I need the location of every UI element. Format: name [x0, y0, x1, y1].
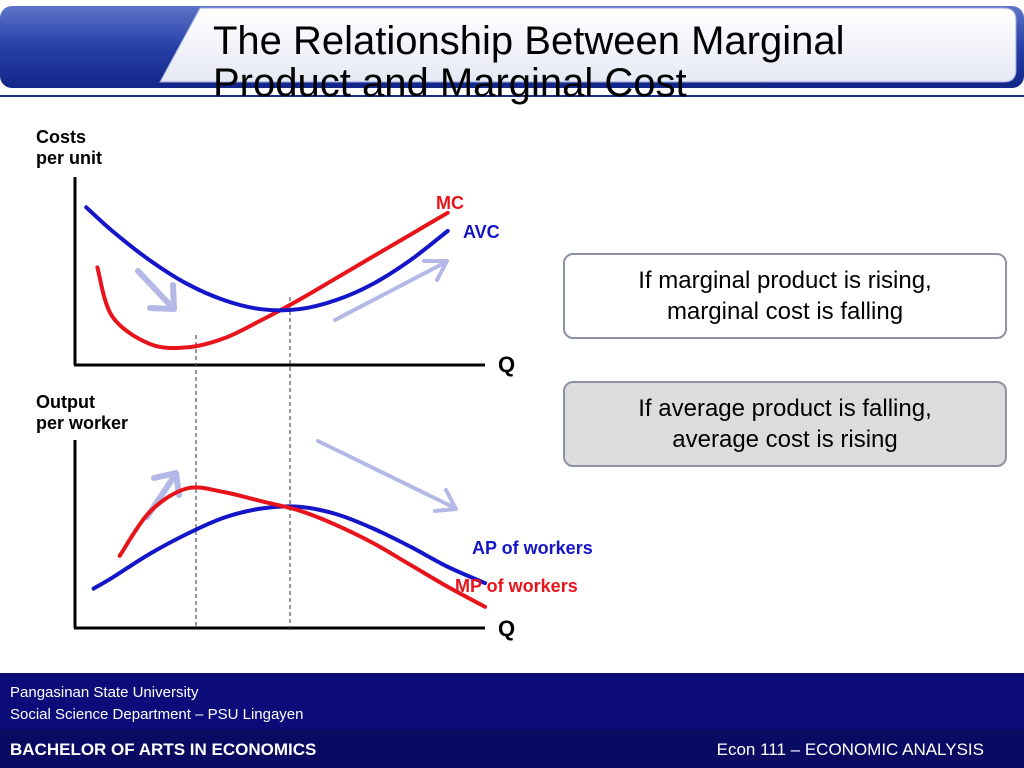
footer-department: Social Science Department – PSU Lingayen — [10, 706, 304, 723]
cost-chart-xlabel: Q — [498, 352, 515, 377]
arrow-up-right-icon — [333, 259, 449, 322]
avc-curve — [84, 205, 450, 313]
mc-label: MC — [436, 193, 464, 213]
arrow-down-right-long-icon — [316, 439, 458, 513]
avc-label: AVC — [463, 222, 500, 242]
callout-mp-line1: If marginal product is rising, — [638, 267, 932, 294]
callout-mp-rising: If marginal product is rising, marginal … — [563, 253, 1007, 339]
footer: Pangasinan State University Social Scien… — [0, 673, 1024, 768]
mc-curve — [95, 210, 450, 351]
footer-program: BACHELOR OF ARTS IN ECONOMICS — [10, 740, 317, 759]
slide-title-line2: Product and Marginal Cost — [213, 61, 687, 105]
slide-title: The Relationship Between Marginal Produc… — [213, 20, 1003, 104]
header-banner — [0, 6, 1024, 97]
mp-curve — [117, 485, 487, 609]
mp-label: MP of workers — [455, 576, 578, 596]
footer-course: Econ 111 – ECONOMIC ANALYSIS — [716, 740, 984, 759]
callout-ap-line2: average cost is rising — [672, 426, 898, 453]
ap-label: AP of workers — [472, 538, 593, 558]
footer-university: Pangasinan State University — [10, 684, 199, 701]
charts-svg: Q Q MC AVC AP of workers MP of workers — [73, 177, 593, 641]
slide-title-line1: The Relationship Between Marginal — [213, 19, 845, 63]
cost-chart-ylabel: Costs per unit — [36, 127, 102, 168]
output-chart-xlabel: Q — [498, 616, 515, 641]
arrow-down-right-icon — [135, 268, 177, 312]
callout-mp-line2: marginal cost is falling — [666, 298, 904, 325]
callout-ap-line1: If average product is falling, — [638, 395, 932, 422]
output-chart-ylabel: Output per worker — [36, 392, 129, 433]
callout-ap-falling: If average product is falling, average c… — [563, 381, 1007, 467]
